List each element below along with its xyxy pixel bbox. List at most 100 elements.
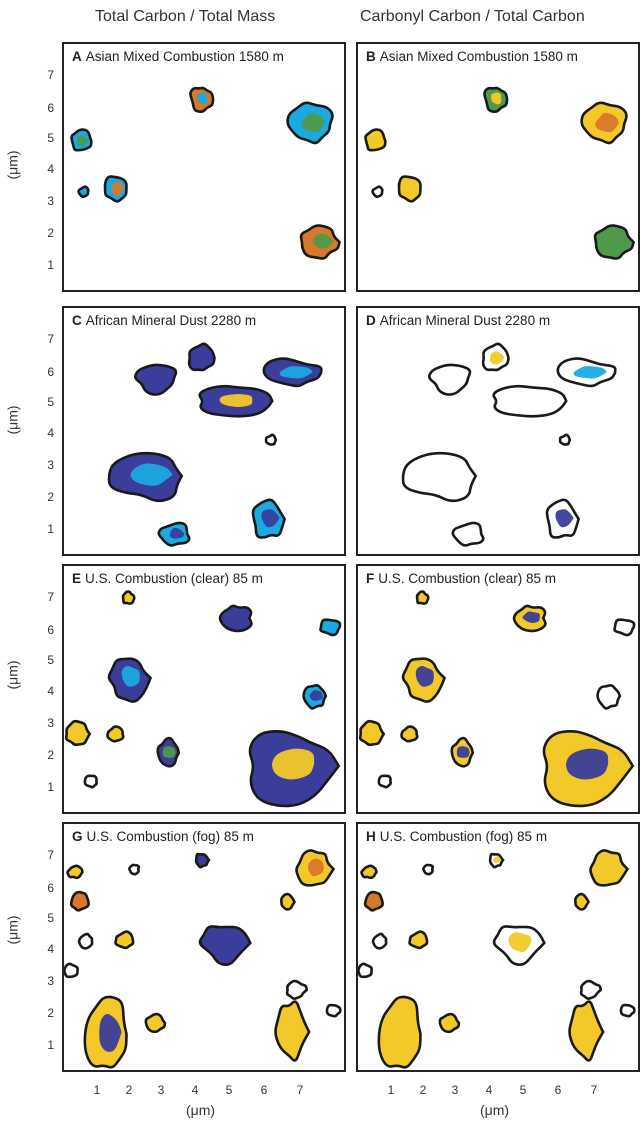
panel-f: F U.S. Combustion (clear) 85 m [356, 564, 640, 814]
y-tick-label: 2 [47, 748, 54, 762]
x-tick-label: 4 [191, 1083, 199, 1097]
panel-e: E U.S. Combustion (clear) 85 m [62, 564, 346, 814]
panel-h-particle [438, 1012, 461, 1034]
panel-h-image [358, 849, 636, 1069]
panel-g-particle [274, 1000, 311, 1062]
y-tick-label: 2 [47, 490, 54, 504]
panel-c-image [107, 342, 323, 547]
x-tick-label: 5 [519, 1083, 527, 1097]
x-tick-label: 3 [451, 1083, 459, 1097]
panel-e-particle-core [121, 665, 140, 687]
panel-h-particle [363, 890, 384, 912]
panel-g-particle-core [99, 1013, 122, 1052]
y-tick-label: 6 [47, 623, 54, 637]
panel-g-particle [66, 864, 84, 880]
panel-c-particle [187, 342, 216, 372]
panel-h-particle [579, 979, 603, 1000]
y-tick-label: 7 [47, 68, 54, 82]
panel-b-particle [593, 224, 635, 260]
panel-a-particle [77, 185, 90, 199]
panel-f-particle [358, 719, 386, 747]
y-tick-label: 5 [47, 131, 54, 145]
y-tick-label: 3 [47, 716, 54, 730]
panel-h-title: H U.S. Combustion (fog) 85 m [366, 829, 548, 844]
panel-a-image [70, 86, 341, 260]
panel-e-particle [121, 590, 136, 605]
x-tick-label: 6 [260, 1083, 268, 1097]
y-tick-label: 6 [47, 101, 54, 115]
panel-d-image [401, 342, 617, 547]
panel-e-particle [106, 725, 125, 743]
x-axis-label-right: (μm) [480, 1102, 510, 1118]
panel-g-particle [285, 979, 309, 1000]
panel-e-particle [83, 774, 98, 789]
panel-c-particle-core [261, 509, 280, 528]
y-tick-label: 1 [47, 1038, 54, 1052]
panel-g-image [64, 849, 342, 1069]
panel-c-particle-core [130, 463, 173, 486]
panel-e-particle [218, 604, 253, 633]
panel-f-particle [613, 618, 636, 637]
panel-e-particle-core [309, 690, 323, 701]
x-tick-label: 5 [225, 1083, 233, 1097]
panel-f-title: F U.S. Combustion (clear) 85 m [366, 571, 557, 586]
panel-g-particle [144, 1012, 167, 1034]
panel-h-particle [589, 849, 630, 887]
panel-e-particle-core [162, 746, 176, 758]
panel-h-particle-core [508, 932, 532, 953]
panel-d-particle-core [555, 509, 574, 528]
panel-g-particle [128, 863, 141, 876]
x-tick-label: 2 [419, 1083, 427, 1097]
column-header-right: Carbonyl Carbon / Total Carbon [360, 8, 585, 25]
panel-b-image [364, 86, 635, 260]
panel-c-particle-core [219, 394, 253, 407]
panel-f-particle [415, 590, 430, 605]
x-tick-label: 2 [125, 1083, 133, 1097]
y-tick-label: 5 [47, 395, 54, 409]
panel-h-particle [377, 995, 422, 1069]
panel-a-particle-core [111, 181, 124, 196]
panel-a-particle-core [77, 135, 89, 147]
y-tick-label: 6 [47, 881, 54, 895]
x-tick-label: 7 [590, 1083, 598, 1097]
panel-c-particle-core [169, 527, 185, 539]
y-tick-label: 6 [47, 365, 54, 379]
panel-c-particle [134, 363, 178, 396]
panel-g-particle [69, 890, 90, 912]
panel-d-particle [558, 433, 572, 446]
panel-d-particle-core [573, 366, 607, 379]
panel-d-title: D African Mineral Dust 2280 m [366, 313, 551, 328]
y-tick-label: 1 [47, 258, 54, 272]
panel-e-image [64, 590, 342, 808]
y-tick-label: 4 [47, 162, 54, 176]
x-tick-label: 3 [157, 1083, 165, 1097]
panel-f-particle-core [566, 748, 609, 780]
x-tick-label: 7 [296, 1083, 304, 1097]
panel-g-particle [194, 852, 211, 869]
panel-c: C African Mineral Dust 2280 m [62, 306, 346, 556]
panel-b-particle [397, 175, 422, 203]
y-tick-label: 4 [47, 426, 54, 440]
panel-h-particle [371, 932, 388, 950]
panel-g-particle [77, 932, 94, 950]
panel-f-image [358, 590, 636, 808]
y-tick-label: 7 [47, 848, 54, 862]
y-axis-label-row2: (μm) [4, 405, 21, 435]
panel-e-particle [64, 719, 92, 747]
y-tick-label: 7 [47, 590, 54, 604]
panel-g-particle [64, 962, 79, 979]
panel-a-particle-core [312, 233, 334, 249]
y-tick-label: 5 [47, 653, 54, 667]
panel-h-particle [360, 864, 378, 880]
panel-f-particle [377, 774, 392, 789]
x-tick-label: 1 [93, 1083, 101, 1097]
column-header-left: Total Carbon / Total Mass [95, 8, 276, 25]
y-tick-label: 5 [47, 911, 54, 925]
panel-d-particle [401, 451, 478, 503]
y-axis-label-row1: (μm) [4, 150, 21, 180]
panel-g-particle [114, 930, 135, 950]
panel-g-particle [279, 892, 297, 911]
panel-b-title: B Asian Mixed Combustion 1580 m [366, 49, 578, 64]
y-tick-label: 3 [47, 458, 54, 472]
panel-h-particle [573, 892, 591, 911]
